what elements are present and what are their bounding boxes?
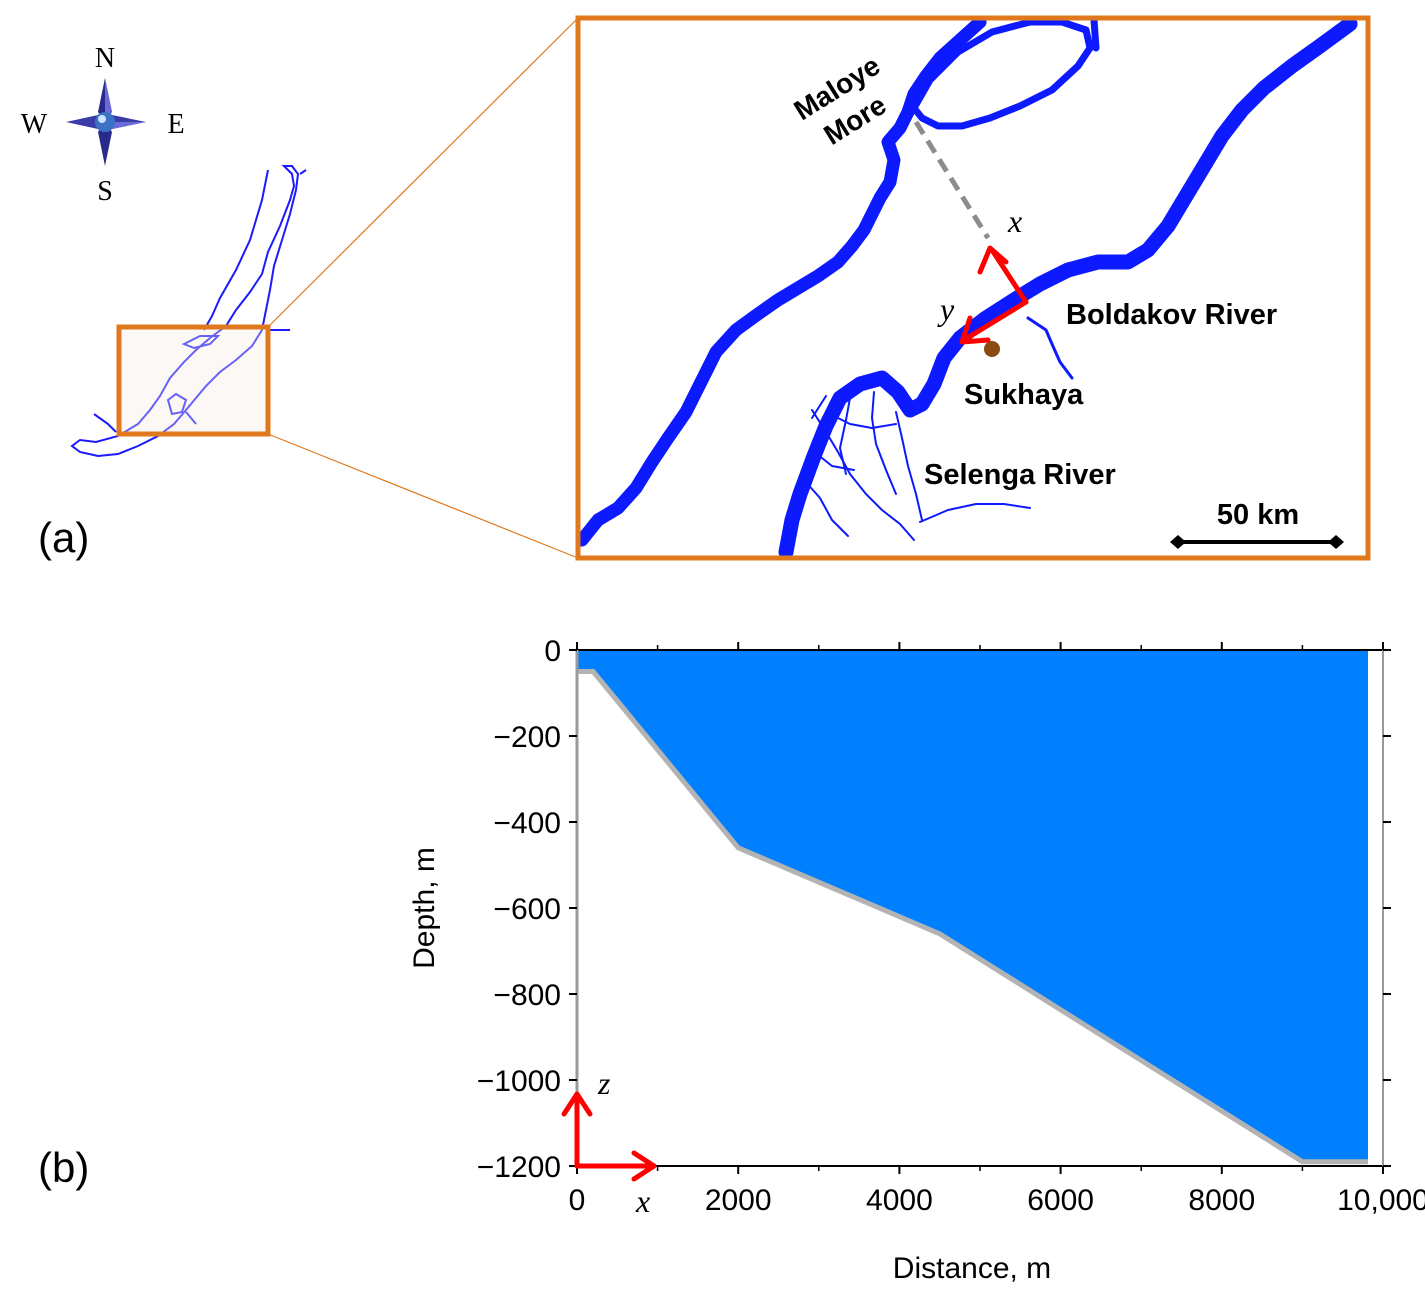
seabed-profile-line [577, 669, 1368, 1165]
inset-axis-x-label: x [1007, 203, 1022, 239]
x-tick-label: 6000 [1027, 1184, 1094, 1217]
inset-detail-map [580, 20, 1358, 556]
y-axis-title: Depth, m [408, 847, 441, 969]
x-tick-label: 10,000 [1337, 1184, 1425, 1217]
compass-rose-icon [66, 78, 146, 166]
inset-axis-arrows [959, 245, 1029, 345]
panel-b-label: (b) [38, 1144, 89, 1191]
inset-frame [575, 15, 1371, 561]
scale-bar [1170, 535, 1344, 549]
y-tick-label: −600 [493, 893, 561, 926]
olkhon-island-outline [910, 20, 1094, 130]
y-tick-label: −200 [493, 721, 561, 754]
depth-profile-chart: 0 2000 4000 6000 8000 10,000 0 −200 −400 −600 −800… [477, 635, 1425, 1217]
label-sukhaya: Sukhaya [964, 379, 1084, 411]
x-tick-label: 8000 [1188, 1184, 1255, 1217]
northwest-shoreline [580, 20, 987, 547]
x-axis-title: Distance, m [893, 1252, 1051, 1285]
y-tick-label: −400 [493, 807, 561, 840]
lake-overview-map [70, 165, 307, 458]
y-tick-label: −1000 [477, 1065, 561, 1098]
panel-a-label: (a) [38, 514, 89, 561]
sukhaya-marker [984, 341, 1000, 357]
inset-locator-box [116, 324, 271, 437]
compass-east: E [167, 109, 184, 140]
x-tick-label: 4000 [866, 1184, 933, 1217]
southeast-shoreline [778, 20, 1358, 556]
x-tick-label: 2000 [705, 1184, 772, 1217]
x-tick-label: 0 [569, 1184, 586, 1217]
profile-transect [913, 120, 991, 240]
y-tick-label: −800 [493, 979, 561, 1012]
zoom-connector-top [267, 17, 579, 328]
compass-west: W [21, 109, 48, 140]
inset-axis-y-label: y [937, 291, 955, 327]
compass-north: N [95, 43, 115, 74]
y-tick-label: −1200 [477, 1151, 561, 1184]
zoom-connector-bottom [267, 433, 579, 559]
compass-south: S [97, 176, 113, 207]
label-selenga-river: Selenga River [924, 459, 1116, 491]
y-tick-label: 0 [544, 635, 561, 668]
boldakov-river [1026, 316, 1074, 380]
water-body-fill [577, 650, 1368, 1162]
scale-bar-label: 50 km [1217, 499, 1299, 531]
profile-axis-x-label: x [635, 1183, 650, 1219]
profile-axis-arrows [561, 1091, 657, 1182]
selenga-delta [803, 391, 1031, 541]
label-boldakov-river: Boldakov River [1066, 299, 1277, 331]
profile-axis-z-label: z [597, 1065, 611, 1101]
